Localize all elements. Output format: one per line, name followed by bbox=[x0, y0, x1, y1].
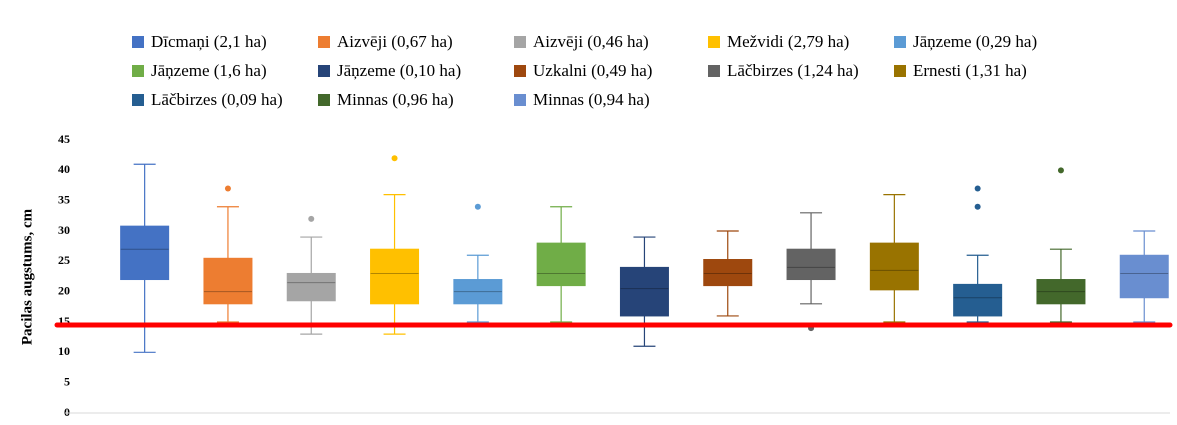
y-tick-label: 0 bbox=[64, 405, 70, 419]
legend-label: Dīcmaņi (2,1 ha) bbox=[151, 32, 267, 51]
box bbox=[120, 225, 170, 281]
outlier bbox=[224, 185, 231, 192]
legend-swatch bbox=[514, 36, 526, 48]
box bbox=[953, 283, 1003, 317]
y-tick-label: 35 bbox=[58, 192, 70, 206]
legend-label: Jāņzeme (0,29 ha) bbox=[913, 32, 1037, 51]
legend-label: Lāčbirzes (1,24 ha) bbox=[727, 61, 859, 80]
legend-label: Mežvidi (2,79 ha) bbox=[727, 32, 849, 51]
legend-swatch bbox=[132, 65, 144, 77]
legend-swatch bbox=[894, 65, 906, 77]
outlier bbox=[474, 203, 481, 210]
legend-swatch bbox=[132, 94, 144, 106]
legend-swatch bbox=[514, 65, 526, 77]
box bbox=[703, 259, 753, 287]
box bbox=[536, 242, 586, 287]
legend-swatch bbox=[708, 36, 720, 48]
y-tick-label: 25 bbox=[58, 253, 70, 267]
y-tick-label: 10 bbox=[58, 344, 70, 358]
legend-swatch bbox=[894, 36, 906, 48]
y-tick-label: 40 bbox=[58, 162, 70, 176]
legend-swatch bbox=[318, 94, 330, 106]
y-axis-label: Pacilas augstums, cm bbox=[19, 208, 35, 345]
box bbox=[1119, 254, 1169, 299]
y-tick-label: 20 bbox=[58, 283, 70, 297]
box bbox=[203, 257, 253, 305]
y-tick-label: 30 bbox=[58, 223, 70, 237]
box bbox=[869, 242, 919, 291]
legend-label: Aizvēji (0,67 ha) bbox=[337, 32, 453, 51]
y-tick-label: 5 bbox=[64, 374, 70, 388]
box bbox=[453, 279, 503, 305]
legend-label: Aizvēji (0,46 ha) bbox=[533, 32, 649, 51]
outlier bbox=[974, 203, 981, 210]
box bbox=[1036, 279, 1086, 305]
outlier bbox=[974, 185, 981, 192]
legend-label: Uzkalni (0,49 ha) bbox=[533, 61, 652, 80]
outlier bbox=[391, 155, 398, 162]
legend-label: Ernesti (1,31 ha) bbox=[913, 61, 1027, 80]
legend-label: Lāčbirzes (0,09 ha) bbox=[151, 90, 283, 109]
outlier bbox=[308, 215, 315, 222]
legend-label: Jāņzeme (0,10 ha) bbox=[337, 61, 461, 80]
legend-label: Jāņzeme (1,6 ha) bbox=[151, 61, 267, 80]
legend-label: Minnas (0,96 ha) bbox=[337, 90, 454, 109]
box bbox=[286, 272, 336, 302]
legend-swatch bbox=[318, 65, 330, 77]
y-tick-label: 45 bbox=[58, 132, 70, 146]
box bbox=[619, 266, 669, 317]
legend-swatch bbox=[708, 65, 720, 77]
legend-swatch bbox=[514, 94, 526, 106]
legend-label: Minnas (0,94 ha) bbox=[533, 90, 650, 109]
legend-swatch bbox=[318, 36, 330, 48]
box bbox=[370, 248, 420, 305]
legend-swatch bbox=[132, 36, 144, 48]
box bbox=[786, 248, 836, 281]
outlier bbox=[1057, 167, 1064, 174]
